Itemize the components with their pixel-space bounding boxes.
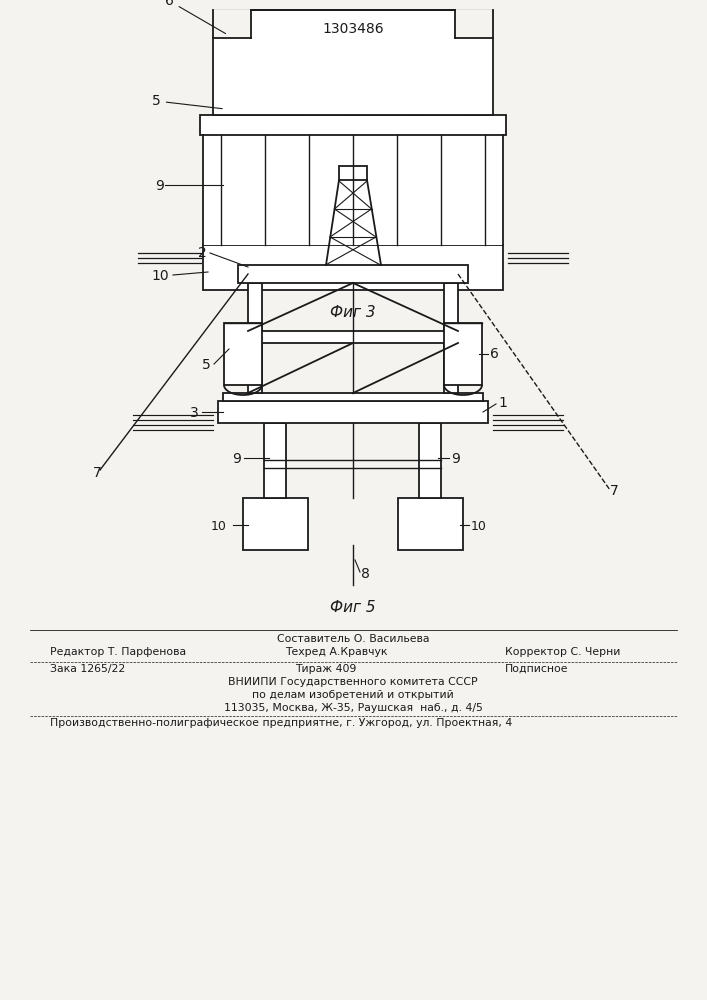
Text: 10: 10	[211, 520, 227, 533]
Text: Техред А.Кравчук: Техред А.Кравчук	[285, 647, 387, 657]
Text: 1: 1	[498, 396, 507, 410]
Text: 9: 9	[155, 179, 164, 193]
Text: Тираж 409: Тираж 409	[295, 664, 356, 674]
Bar	[213, 10, 251, 38]
Bar	[345, 102, 361, 115]
Bar	[200, 115, 506, 135]
Bar	[248, 331, 458, 343]
Text: Фиг 3: Фиг 3	[330, 305, 376, 320]
Text: 5: 5	[202, 358, 211, 372]
Bar	[444, 323, 482, 385]
Bar	[470, 102, 486, 115]
Text: Производственно-полиграфическое предприятне, г. Ужгород, ул. Проектная, 4: Производственно-полиграфическое предприя…	[50, 718, 513, 728]
Text: 8: 8	[361, 567, 370, 581]
Text: 3: 3	[190, 406, 199, 420]
Bar	[248, 283, 262, 393]
Bar	[218, 401, 488, 423]
Text: 6: 6	[490, 347, 499, 361]
Bar	[224, 323, 262, 385]
Text: Составитель О. Васильева: Составитель О. Васильева	[276, 634, 429, 644]
Text: Зака 1265/22: Зака 1265/22	[50, 664, 125, 674]
Text: 9: 9	[451, 452, 460, 466]
Text: 5: 5	[152, 94, 222, 109]
Bar	[220, 102, 236, 115]
Text: Редактор Т. Парфенова: Редактор Т. Парфенова	[50, 647, 186, 657]
Text: по делам изобретений и открытий: по делам изобретений и открытий	[252, 690, 454, 700]
Bar	[238, 265, 468, 283]
Text: Корректор С. Черни: Корректор С. Черни	[505, 647, 620, 657]
Bar	[407, 102, 423, 115]
Text: ВНИИПИ Государственного комитета СССР: ВНИИПИ Государственного комитета СССР	[228, 677, 478, 687]
Text: 10: 10	[151, 269, 169, 283]
Bar	[213, 10, 493, 115]
Bar	[419, 423, 441, 498]
Text: 6: 6	[165, 0, 226, 34]
Text: 1303486: 1303486	[322, 22, 384, 36]
Text: Подписное: Подписное	[505, 664, 568, 674]
Text: 7: 7	[610, 484, 619, 498]
Bar	[223, 393, 483, 401]
Text: 10: 10	[471, 520, 487, 533]
Bar	[203, 135, 503, 245]
Bar	[243, 498, 308, 550]
Bar	[339, 166, 367, 180]
Text: 2: 2	[198, 246, 206, 260]
Bar	[398, 498, 463, 550]
Bar	[264, 423, 286, 498]
Bar	[203, 245, 503, 290]
Text: 7: 7	[93, 466, 102, 480]
Bar	[455, 10, 493, 38]
Text: 113035, Москва, Ж-35, Раушская  наб., д. 4/5: 113035, Москва, Ж-35, Раушская наб., д. …	[223, 703, 482, 713]
Text: 9: 9	[232, 452, 241, 466]
Bar	[283, 102, 298, 115]
Text: Фиг 5: Фиг 5	[330, 600, 376, 615]
Bar	[444, 283, 458, 393]
